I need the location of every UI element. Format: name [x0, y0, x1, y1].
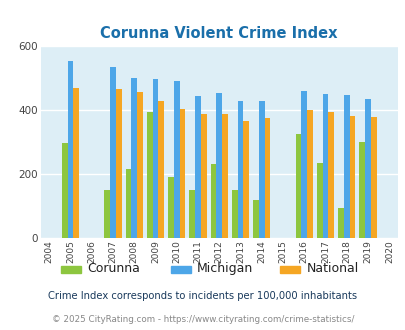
Bar [370, 117, 376, 238]
Bar [316, 163, 322, 238]
Bar [200, 114, 206, 238]
Bar [110, 67, 115, 238]
Bar [307, 110, 312, 238]
Bar [104, 190, 110, 238]
Bar [349, 116, 354, 238]
Bar [147, 112, 152, 238]
Text: Corunna: Corunna [87, 262, 140, 276]
Bar [131, 78, 137, 238]
Bar [337, 208, 343, 238]
Bar [222, 114, 227, 238]
Bar [125, 169, 131, 238]
Bar [243, 120, 249, 238]
Bar [328, 112, 333, 238]
Bar [364, 99, 370, 238]
Title: Corunna Violent Crime Index: Corunna Violent Crime Index [100, 26, 337, 41]
Bar [189, 190, 195, 238]
Bar [231, 190, 237, 238]
Bar [115, 89, 121, 238]
Bar [358, 142, 364, 238]
Bar [152, 79, 158, 238]
Bar [158, 101, 164, 238]
Bar [137, 92, 143, 238]
Text: Michigan: Michigan [196, 262, 252, 276]
Bar [322, 94, 328, 238]
Bar [195, 96, 200, 238]
Text: Crime Index corresponds to incidents per 100,000 inhabitants: Crime Index corresponds to incidents per… [48, 291, 357, 301]
Bar [179, 109, 185, 238]
Bar [343, 95, 349, 238]
Bar [67, 60, 73, 238]
Bar [168, 177, 173, 238]
Bar [173, 81, 179, 238]
Text: © 2025 CityRating.com - https://www.cityrating.com/crime-statistics/: © 2025 CityRating.com - https://www.city… [51, 315, 354, 324]
Bar [210, 164, 216, 238]
Bar [264, 118, 270, 238]
Bar [295, 134, 301, 238]
Bar [258, 101, 264, 238]
Text: National: National [305, 262, 358, 276]
Bar [253, 200, 258, 238]
Bar [237, 101, 243, 238]
Bar [301, 91, 307, 238]
Bar [62, 144, 67, 238]
Bar [73, 88, 79, 238]
Bar [216, 93, 222, 238]
